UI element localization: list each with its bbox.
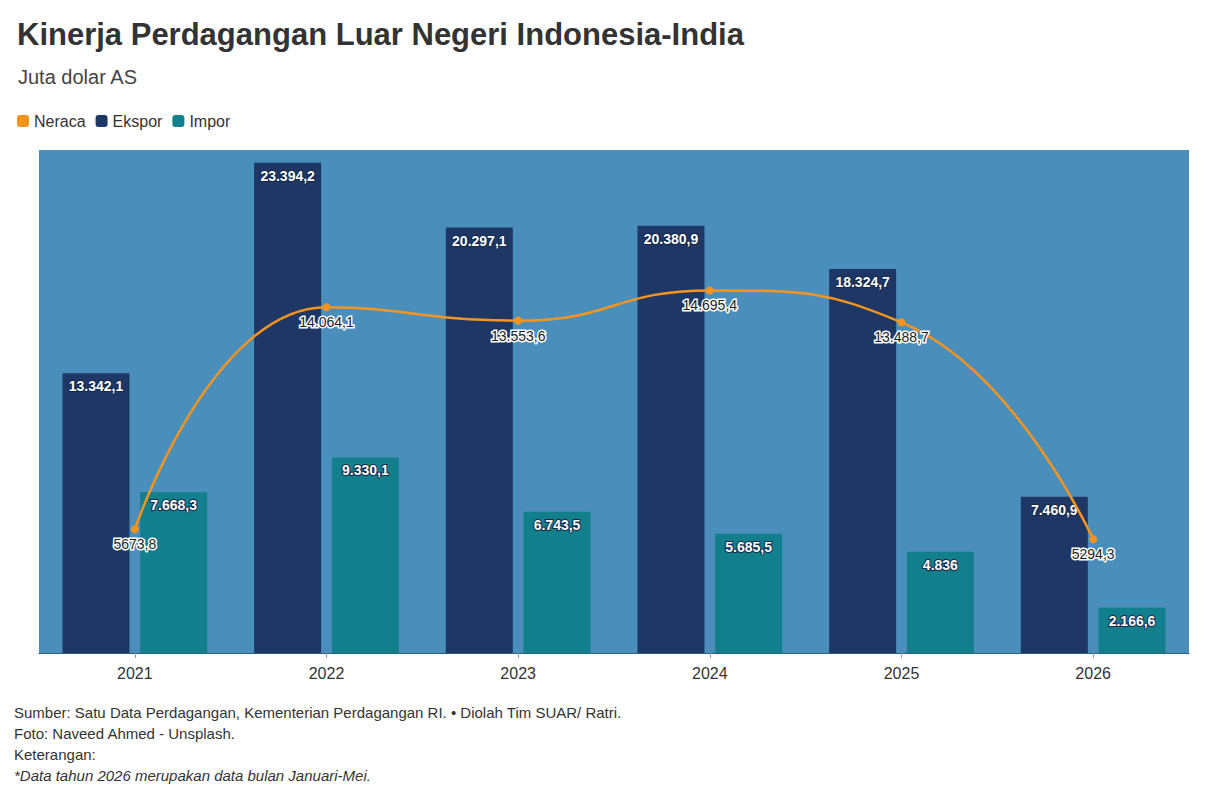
svg-text:13.553,6: 13.553,6 — [491, 328, 546, 344]
svg-text:5673,8: 5673,8 — [113, 536, 156, 552]
svg-text:13.488,7: 13.488,7 — [874, 329, 929, 345]
svg-text:2021: 2021 — [117, 665, 153, 682]
svg-text:Juta dolar AS: Juta dolar AS — [18, 66, 137, 88]
svg-text:2025: 2025 — [884, 665, 920, 682]
svg-text:23.394,2: 23.394,2 — [260, 168, 315, 184]
svg-text:Impor: Impor — [189, 113, 231, 130]
svg-text:*Data tahun 2026 merupakan dat: *Data tahun 2026 merupakan data bulan Ja… — [14, 767, 371, 784]
svg-text:7.668,3: 7.668,3 — [150, 497, 197, 513]
svg-text:20.297,1: 20.297,1 — [452, 233, 507, 249]
svg-text:Sumber: Satu Data Perdagangan,: Sumber: Satu Data Perdagangan, Kementeri… — [14, 704, 621, 721]
svg-text:14.064,1: 14.064,1 — [299, 314, 354, 330]
svg-text:20.380,9: 20.380,9 — [644, 231, 699, 247]
svg-text:Kinerja Perdagangan Luar Neger: Kinerja Perdagangan Luar Negeri Indonesi… — [17, 17, 745, 52]
svg-text:2026: 2026 — [1075, 665, 1111, 682]
svg-text:13.342,1: 13.342,1 — [69, 378, 124, 394]
svg-text:Neraca: Neraca — [34, 113, 86, 130]
svg-text:7.460,9: 7.460,9 — [1031, 502, 1078, 518]
svg-text:18.324,7: 18.324,7 — [835, 274, 890, 290]
svg-text:2.166,6: 2.166,6 — [1109, 613, 1156, 629]
svg-text:14.695,4: 14.695,4 — [683, 297, 738, 313]
svg-text:4.836: 4.836 — [923, 557, 958, 573]
svg-text:2023: 2023 — [500, 665, 536, 682]
svg-text:Foto: Naveed Ahmed - Unsplash.: Foto: Naveed Ahmed - Unsplash. — [14, 725, 235, 742]
svg-text:Ekspor: Ekspor — [113, 113, 163, 130]
svg-text:2022: 2022 — [309, 665, 345, 682]
svg-text:6.743,5: 6.743,5 — [534, 517, 581, 533]
svg-text:Keterangan:: Keterangan: — [14, 746, 96, 763]
svg-text:5.685,5: 5.685,5 — [725, 539, 772, 555]
svg-text:5294,3: 5294,3 — [1072, 546, 1115, 562]
svg-text:9.330,1: 9.330,1 — [342, 462, 389, 478]
svg-text:2024: 2024 — [692, 665, 728, 682]
